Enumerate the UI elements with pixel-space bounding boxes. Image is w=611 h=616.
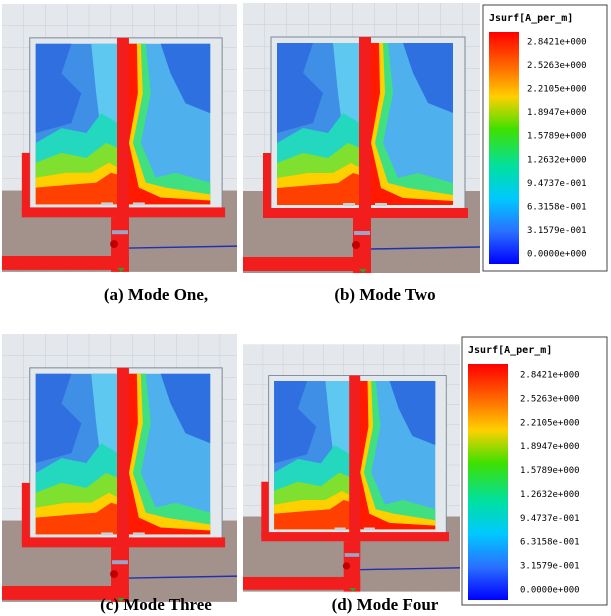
caption: (d) Mode Four xyxy=(332,595,439,614)
legend-label: 1.8947e+000 xyxy=(520,442,580,452)
legend-label: 6.3158e-001 xyxy=(520,538,580,548)
field-plot xyxy=(243,343,460,593)
field-plot xyxy=(243,2,480,274)
legend-label: 1.2632e+000 xyxy=(527,155,587,165)
legend-label: 0.0000e+000 xyxy=(527,250,587,260)
legend-label: 9.4737e-001 xyxy=(527,179,587,189)
legend: Jsurf[A_per_m] 2.8421e+000 2.5263e+000 2.2… xyxy=(461,336,608,606)
legend-label: 3.1579e-001 xyxy=(520,562,580,572)
caption: (a) Mode One, xyxy=(104,285,208,304)
legend-label: 2.2105e+000 xyxy=(520,418,580,428)
field-plot xyxy=(2,3,237,273)
legend-label: 2.2105e+000 xyxy=(527,85,587,95)
legend-label: 1.5789e+000 xyxy=(527,132,587,142)
caption: (c) Mode Three xyxy=(100,595,212,614)
caption: (b) Mode Two xyxy=(334,285,435,304)
legend-label: 2.8421e+000 xyxy=(527,38,587,48)
legend-label: 6.3158e-001 xyxy=(527,202,587,212)
legend-label: 9.4737e-001 xyxy=(520,514,580,524)
legend-label: 2.5263e+000 xyxy=(520,394,580,404)
legend-label: 0.0000e+000 xyxy=(520,586,580,596)
legend: Jsurf[A_per_m] 2.8421e+000 2.5263e+000 2.2… xyxy=(482,4,608,272)
legend-label: 1.5789e+000 xyxy=(520,466,580,476)
color-bar xyxy=(468,364,508,600)
legend-title: Jsurf[A_per_m] xyxy=(489,13,573,24)
color-bar xyxy=(489,32,519,264)
legend-title: Jsurf[A_per_m] xyxy=(468,345,552,356)
legend-label: 1.8947e+000 xyxy=(527,108,587,118)
legend-label: 3.1579e-001 xyxy=(527,226,587,236)
legend-label: 2.8421e+000 xyxy=(520,371,580,381)
field-plot xyxy=(2,334,237,602)
legend-label: 1.2632e+000 xyxy=(520,490,580,500)
legend-label: 2.5263e+000 xyxy=(527,61,587,71)
